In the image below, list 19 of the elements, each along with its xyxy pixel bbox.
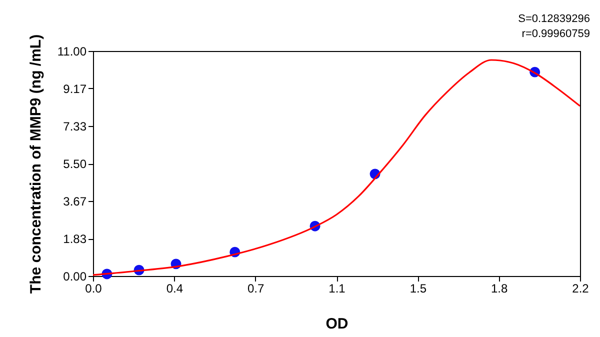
x-tick-label: 1.8 [490, 282, 508, 296]
text: S=0.12839296 [518, 13, 590, 25]
y-tick-label: 1.83 [63, 232, 87, 246]
x-axis-title: OD [326, 316, 348, 332]
y-tick-label: 0.00 [63, 270, 87, 284]
x-tick-label: 0.7 [247, 282, 264, 296]
y-tick-label: 9.17 [63, 82, 87, 96]
x-tick-label: 0.0 [85, 282, 102, 296]
x-tick-label: 1.1 [328, 282, 346, 296]
line-series [93, 59, 580, 276]
x-tick-label: 0.4 [166, 282, 184, 296]
x-tick-label: 1.5 [410, 282, 427, 296]
y-tick-label: 11.00 [57, 44, 87, 58]
y-tick-label: 7.33 [63, 120, 87, 134]
x-tick-label: 2.2 [572, 282, 590, 296]
y-tick-label: 5.50 [63, 157, 87, 171]
y-tick-label: 3.67 [63, 194, 87, 208]
text: r=0.99960759 [522, 28, 590, 40]
y-axis-title: The concentration of MMP9 (ng /mL) [27, 34, 44, 294]
